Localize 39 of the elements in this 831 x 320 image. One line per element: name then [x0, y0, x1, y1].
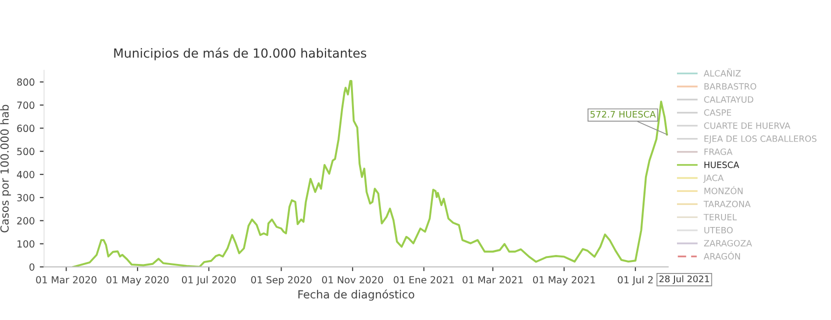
legend-label: JACA — [703, 174, 724, 183]
annotation: 572.7 HUESCA — [590, 110, 656, 118]
y-tick-label: 300 — [17, 194, 34, 202]
y-tick-label: 800 — [17, 78, 34, 86]
x-tick-label: 01 Mar 2021 — [462, 276, 523, 284]
y-tick-label: 700 — [17, 102, 34, 109]
y-tick-label: 600 — [17, 124, 34, 132]
x-tick-label: 01 Nov 2020 — [322, 276, 384, 284]
y-tick-label: 400 — [16, 170, 34, 178]
legend-label: CASPE — [704, 109, 732, 116]
legend-label: EJEA DE LOS CABALLEROS — [704, 135, 816, 144]
legend-label: TARAZONA — [704, 200, 751, 208]
legend-label: ALCAÑIZ — [704, 68, 741, 77]
x-tick-label: 01 Ene 2021 — [394, 276, 454, 284]
line-series — [72, 80, 668, 267]
x-axis-title: Fecha de diagnóstico — [298, 289, 414, 301]
chart-title: Municipios de más de 10.000 habitantes — [114, 48, 366, 60]
y-tick-label: 200 — [17, 217, 34, 224]
legend-label: CUARTE DE HUERVA — [704, 122, 790, 129]
x-tick-label: 01 Mar 2020 — [36, 276, 96, 284]
text: 28 Jul 2021 — [659, 275, 710, 284]
x-tick-label: 01 Sep 2020 — [251, 276, 312, 286]
x-tick-label: 01 Jul 2 — [618, 276, 653, 286]
legend-label: ARAGÓN — [704, 251, 740, 260]
y-tick-label: 0 — [29, 263, 34, 271]
legend-label: CALATAYUD — [704, 96, 754, 103]
y-axis-title: Casos por 100.000 hab — [0, 104, 11, 232]
legend-label: ZARAGOZA — [704, 240, 752, 246]
legend-label: BARBASTRO — [704, 83, 756, 90]
legend-label: UTEBO — [704, 226, 733, 234]
legend-label: TERUEL — [704, 214, 737, 220]
y-tick-label: 500 — [17, 148, 34, 156]
legend-label: MONZÓN — [704, 186, 743, 194]
x-tick-label: 01 May 2021 — [533, 276, 595, 286]
x-tick-label: 01 May 2020 — [106, 276, 169, 286]
legend-label: FRAGA — [704, 148, 732, 155]
y-tick-label: 100 — [18, 240, 34, 248]
x-tick-label: 01 Jul 2020 — [182, 276, 236, 286]
legend-label: HUESCA — [704, 162, 740, 168]
